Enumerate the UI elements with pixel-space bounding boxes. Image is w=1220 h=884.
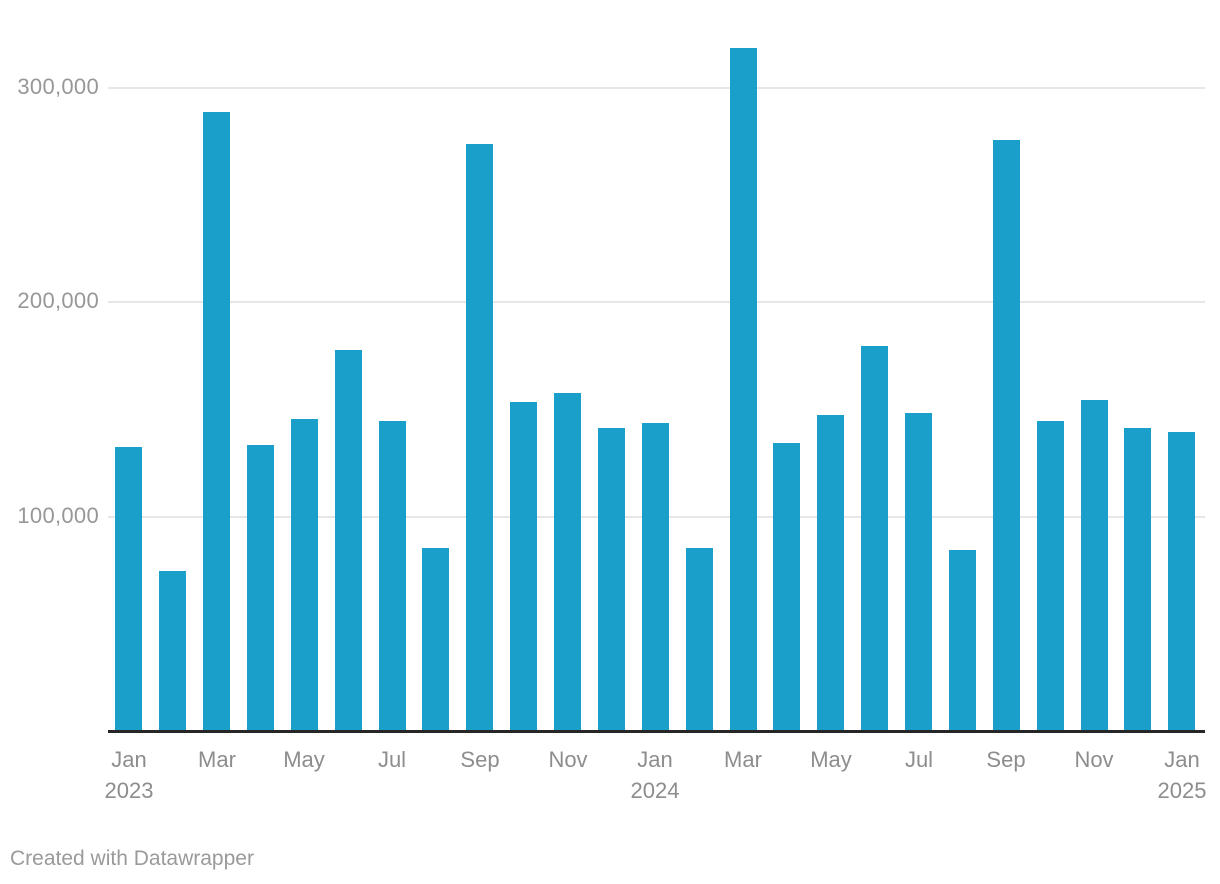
bar-sep-2024[interactable] bbox=[992, 140, 1020, 730]
bar-nov-2024[interactable] bbox=[1080, 399, 1108, 730]
x-tick-year: 2025 bbox=[1157, 778, 1207, 803]
footer: Created with Datawrapper bbox=[10, 846, 254, 872]
x-tick-month: Nov bbox=[548, 747, 588, 772]
x-tick-month: Nov bbox=[1074, 747, 1114, 772]
x-tick-label-jan-2025: Jan 2025 bbox=[1117, 744, 1220, 806]
x-tick-label-jul: Jul bbox=[327, 744, 457, 775]
bar-may-2023[interactable] bbox=[290, 419, 318, 730]
datawrapper-credit[interactable]: Created with Datawrapper bbox=[10, 847, 254, 870]
bar-oct-2023[interactable] bbox=[510, 401, 538, 730]
x-tick-month: Mar bbox=[724, 747, 762, 772]
bar-mar-2023[interactable] bbox=[203, 112, 230, 730]
x-tick-label-mar: Mar bbox=[152, 744, 282, 775]
x-tick-label-nov: Nov bbox=[1029, 744, 1159, 775]
x-tick-month: Sep bbox=[986, 747, 1026, 772]
x-tick-month: Jul bbox=[377, 747, 407, 772]
x-tick-label-jan-2024: Jan 2024 bbox=[590, 744, 720, 806]
bar-feb-2024[interactable] bbox=[685, 547, 713, 730]
x-tick-month: Sep bbox=[460, 747, 500, 772]
x-tick-label-sep: Sep bbox=[941, 744, 1071, 775]
bar-sep-2023[interactable] bbox=[466, 144, 494, 730]
x-tick-label-may: May bbox=[239, 744, 369, 775]
x-tick-month: Jul bbox=[904, 747, 934, 772]
x-tick-label-may: May bbox=[766, 744, 896, 775]
x-tick-label-mar: Mar bbox=[678, 744, 808, 775]
gridline-200000 bbox=[108, 301, 1205, 303]
bar-jan-2025[interactable] bbox=[1168, 431, 1196, 730]
bar-apr-2024[interactable] bbox=[773, 442, 801, 730]
x-tick-label-jul: Jul bbox=[854, 744, 984, 775]
bar-apr-2023[interactable] bbox=[246, 444, 274, 730]
x-tick-month: Mar bbox=[198, 747, 236, 772]
x-tick-label-jan-2023: Jan 2023 bbox=[64, 744, 194, 806]
bar-may-2024[interactable] bbox=[817, 414, 845, 730]
y-tick-label-200000: 200,000 bbox=[17, 288, 99, 313]
bar-mar-2024[interactable] bbox=[729, 47, 757, 730]
gridline-300000 bbox=[108, 87, 1205, 89]
x-tick-month: Jan bbox=[637, 747, 673, 772]
bar-feb-2023[interactable] bbox=[159, 571, 187, 730]
x-tick-label-sep: Sep bbox=[415, 744, 545, 775]
x-tick-month: May bbox=[283, 747, 325, 772]
y-tick-label-100000: 100,000 bbox=[17, 503, 99, 528]
bar-jan-2023[interactable] bbox=[115, 446, 143, 730]
x-tick-month: May bbox=[810, 747, 852, 772]
plot-area bbox=[108, 47, 1205, 733]
x-tick-year: 2023 bbox=[104, 778, 154, 803]
bar-nov-2023[interactable] bbox=[554, 393, 582, 730]
bar-dec-2023[interactable] bbox=[597, 427, 625, 730]
bar-oct-2024[interactable] bbox=[1036, 421, 1064, 730]
x-tick-month: Jan bbox=[1164, 747, 1200, 772]
bar-jun-2023[interactable] bbox=[334, 350, 362, 730]
x-tick-month: Jan bbox=[111, 747, 147, 772]
bar-dec-2024[interactable] bbox=[1124, 427, 1152, 730]
bar-aug-2024[interactable] bbox=[948, 549, 976, 730]
bar-jun-2024[interactable] bbox=[861, 346, 889, 730]
bar-jul-2023[interactable] bbox=[378, 421, 406, 730]
x-tick-year: 2024 bbox=[630, 778, 680, 803]
bar-aug-2023[interactable] bbox=[422, 547, 450, 730]
x-tick-label-nov: Nov bbox=[503, 744, 633, 775]
bar-jul-2024[interactable] bbox=[905, 412, 932, 730]
bar-jan-2024[interactable] bbox=[641, 423, 669, 730]
y-tick-label-300000: 300,000 bbox=[17, 74, 99, 99]
